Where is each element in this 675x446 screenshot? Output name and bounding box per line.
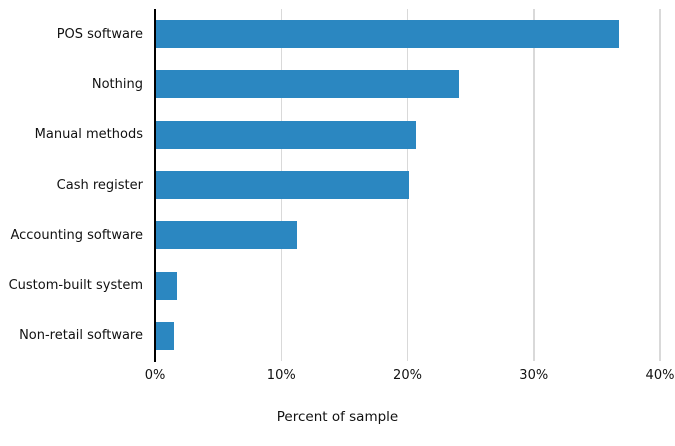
plot-area — [155, 9, 668, 361]
bar-cash-register — [156, 171, 409, 199]
bar-non-retail-software — [156, 321, 174, 350]
category-label: Custom-built system — [8, 278, 143, 294]
y-axis-line — [154, 9, 156, 362]
x-tick-label: 0% — [144, 368, 166, 383]
bar-nothing — [156, 70, 459, 99]
gridline-40 — [659, 9, 661, 361]
x-tick-label: 40% — [645, 368, 675, 383]
category-label: Manual methods — [34, 127, 143, 143]
bar-accounting-software — [156, 221, 298, 250]
bar-pos-software — [156, 20, 620, 49]
x-axis-title: Percent of sample — [276, 409, 399, 425]
x-tick-label: 30% — [519, 368, 549, 383]
category-label: Cash register — [56, 177, 143, 193]
x-tick-label: 20% — [393, 368, 422, 383]
bar-manual-methods — [156, 120, 417, 149]
bar-custom-built-system — [156, 271, 178, 300]
x-tick-label: 10% — [266, 368, 296, 383]
category-label: Nothing — [91, 76, 143, 92]
category-label: POS software — [56, 26, 143, 42]
gridline-30 — [533, 9, 535, 361]
category-label: Non-retail software — [19, 328, 143, 344]
category-label: Accounting software — [10, 227, 143, 243]
